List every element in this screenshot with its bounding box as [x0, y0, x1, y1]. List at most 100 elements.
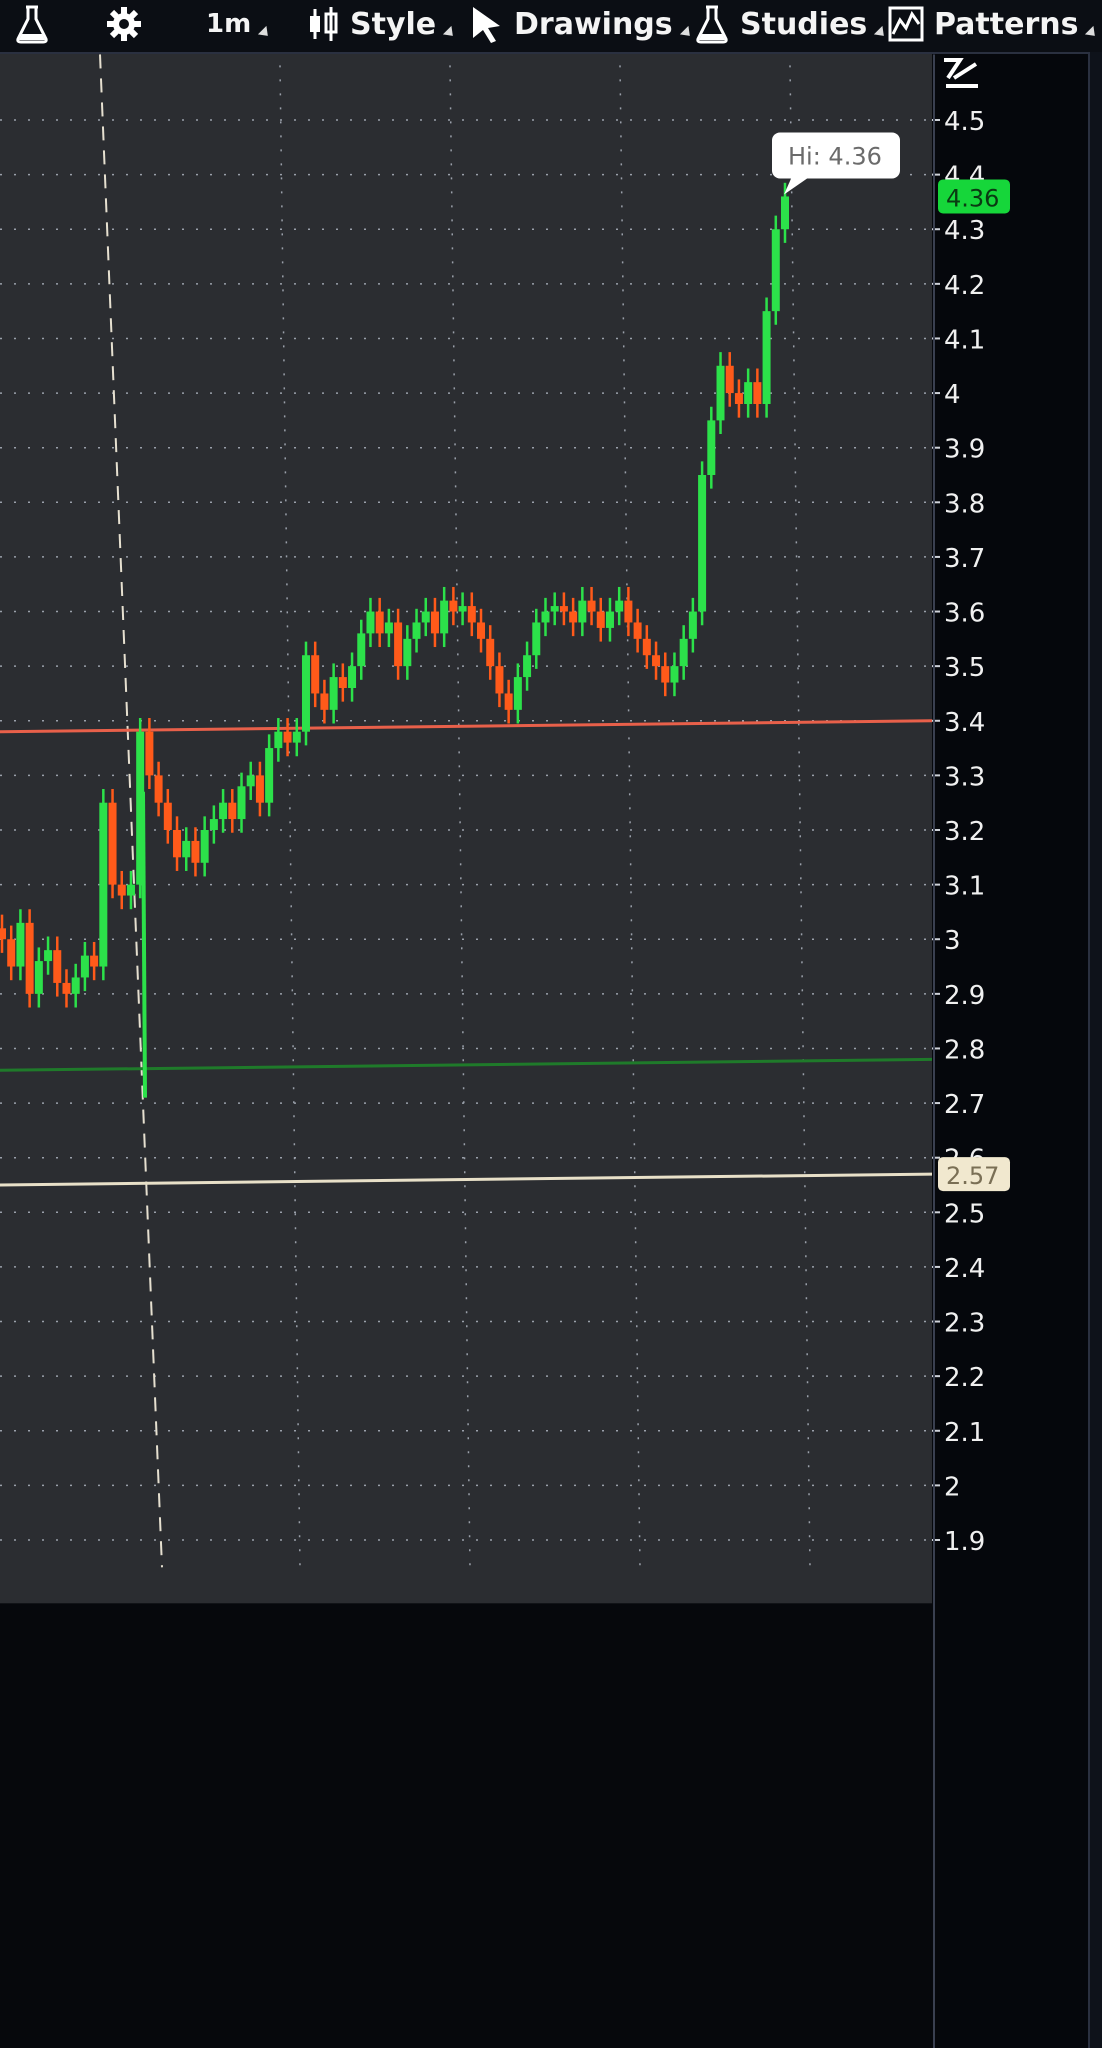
ytick-label: 3.1 — [944, 872, 985, 902]
candle-body — [126, 884, 135, 896]
ytick-label: 3 — [944, 926, 961, 956]
ytick-label: 4.1 — [944, 325, 985, 355]
candle-body — [145, 731, 154, 776]
candle-body — [596, 611, 605, 628]
candle-body — [403, 638, 412, 667]
session-divider — [99, 54, 163, 1568]
ytick-label: 2.3 — [944, 1309, 985, 1339]
dropdown-caret-icon — [874, 25, 889, 41]
price-axis: 4.54.44.34.24.143.93.83.73.63.53.43.33.2… — [932, 54, 985, 2048]
candle-body — [504, 693, 513, 710]
candle-wick — [141, 791, 147, 1098]
candle-body — [688, 611, 697, 639]
candle-body — [605, 611, 614, 628]
candle-body — [0, 928, 6, 940]
candle-body — [412, 622, 421, 639]
candle-body — [762, 311, 771, 404]
level-line[interactable] — [0, 719, 933, 734]
candle-body — [136, 731, 145, 885]
candle-body — [430, 611, 439, 634]
flask-icon — [696, 5, 728, 44]
candle-body — [173, 830, 182, 858]
settings-button[interactable] — [104, 0, 144, 48]
ytick-label: 3.5 — [944, 653, 985, 683]
high-marker-label: Hi: 4.36 — [788, 142, 882, 170]
session-divider-line — [99, 54, 163, 1568]
candle-body — [440, 600, 449, 634]
price-badge: 4.36 — [938, 179, 1010, 214]
timeframe-label: 1m — [206, 9, 252, 39]
level-line[interactable] — [0, 1172, 933, 1187]
high-marker-pointer — [784, 176, 810, 195]
candle-body — [375, 611, 384, 634]
candle-body — [744, 382, 753, 404]
price-badge-box — [938, 179, 1010, 214]
candle-body — [16, 922, 25, 967]
ytick-label: 2 — [944, 1472, 961, 1502]
candle-body — [421, 611, 430, 623]
patterns-button[interactable]: Patterns — [888, 0, 1100, 48]
high-marker-box — [772, 132, 900, 179]
candle-body — [237, 786, 246, 820]
trendline-tool-button[interactable] — [940, 52, 982, 92]
ytick-label: 4.5 — [944, 107, 985, 137]
candle-body — [513, 677, 522, 710]
dropdown-caret-icon — [679, 25, 694, 41]
side-panel-edge — [1088, 52, 1102, 2048]
candle-body — [320, 693, 329, 710]
studies-label: Studies — [740, 6, 868, 42]
candle-body — [578, 600, 587, 623]
level-line[interactable] — [0, 1057, 933, 1072]
ytick-label: 2.4 — [944, 1254, 985, 1284]
candle-body — [357, 633, 366, 667]
candle-body — [62, 982, 71, 994]
chart-area[interactable]: 4.5 4.4 4.3 4.2 4.1 4 3.9 3.8 3.7 3.6 3.5 3.4 3.3 3.2… — [0, 54, 1010, 2048]
candle-body — [44, 950, 53, 962]
candle-body — [99, 802, 108, 967]
gear-icon — [107, 7, 141, 41]
candle-body — [734, 393, 743, 404]
style-button[interactable]: Style — [306, 0, 458, 48]
ytick-label: 4.3 — [944, 216, 985, 246]
candle-body — [532, 622, 541, 656]
trendline-tool-icon — [944, 58, 978, 88]
candle-body — [311, 655, 320, 694]
timeframe-button[interactable]: 1m — [206, 0, 273, 48]
candle-body — [495, 666, 504, 694]
candle-body — [108, 802, 117, 885]
drawings-button[interactable]: Drawings — [470, 0, 694, 48]
candle-body — [633, 622, 642, 639]
dropdown-caret-icon — [258, 25, 273, 41]
markers: Hi: 4.36 4.36 2.57 — [772, 132, 1010, 1192]
candle-body — [283, 731, 292, 743]
candle-body — [265, 748, 274, 803]
candlestick-icon — [310, 7, 338, 41]
dropdown-caret-icon — [443, 25, 458, 41]
studies-button[interactable]: Studies — [694, 0, 889, 48]
drawings-label: Drawings — [514, 6, 673, 42]
candle-body — [200, 830, 209, 863]
candle-body — [771, 229, 780, 312]
flask-button[interactable] — [14, 0, 50, 48]
candle-body — [25, 922, 34, 994]
dropdown-caret-icon — [1085, 25, 1100, 41]
ytick-label: 4.2 — [944, 271, 985, 301]
ytick-label: 2.7 — [944, 1090, 985, 1120]
candle-body — [209, 819, 218, 830]
candle-body — [274, 731, 283, 749]
candle-body — [163, 802, 172, 830]
patterns-label: Patterns — [934, 6, 1079, 42]
candle-body — [301, 655, 310, 732]
cursor-arrow-icon — [473, 7, 500, 43]
candle-body — [716, 365, 725, 421]
ytick-label: 2.2 — [944, 1363, 985, 1393]
candle-body — [458, 606, 467, 612]
price-chart: 4.54.44.34.24.143.93.83.73.63.53.43.33.2… — [0, 54, 1010, 2048]
candle-body — [384, 622, 393, 634]
candle-body — [550, 606, 559, 612]
price-badge-box — [938, 1157, 1010, 1192]
candle-body — [191, 840, 200, 863]
candles — [0, 182, 789, 1098]
ytick-label: 3.4 — [944, 708, 985, 738]
candle-body — [246, 775, 255, 787]
